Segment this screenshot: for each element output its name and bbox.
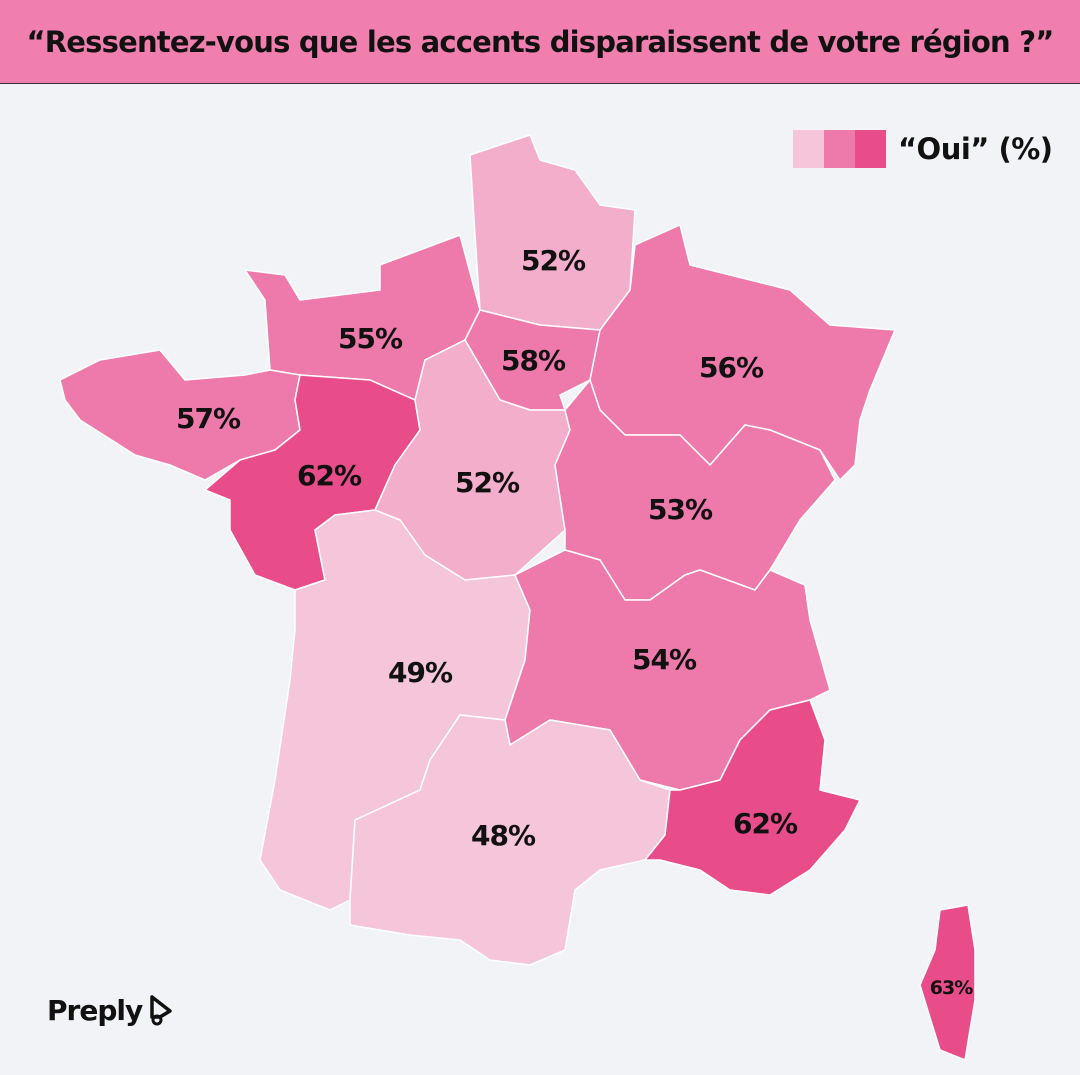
preply-logo: Preply [47,993,176,1027]
region-corse-value: 63% [930,977,973,999]
legend-swatch-mid [824,130,855,168]
region-grand-est-value: 56% [699,351,764,384]
region-hauts-de-france-value: 52% [521,244,586,277]
region-normandie-value: 55% [338,322,403,355]
region-hauts-de-france [469,134,636,331]
region-pays-de-la-loire-value: 62% [297,459,362,492]
legend-label: “Oui” (%) [898,132,1053,166]
legend: “Oui” (%) [793,130,1053,168]
legend-swatch-low [793,130,824,168]
legend-swatch-high [855,130,886,168]
preply-logo-icon [150,995,172,1026]
region-bourgogne-franche-comte-value: 53% [648,493,713,526]
logo-text: Preply [47,993,143,1027]
region-paca [644,699,861,896]
region-occitanie-value: 48% [471,819,536,852]
region-ile-de-france-value: 58% [501,344,566,377]
region-nouvelle-aquitaine-value: 49% [388,656,453,689]
region-paca-value: 62% [733,807,798,840]
page-title: “Ressentez-vous que les accents disparai… [26,24,1055,59]
region-centre-val-de-loire-value: 52% [455,466,520,499]
region-bretagne-value: 57% [176,402,241,435]
region-auvergne-rhone-alpes-value: 54% [632,643,697,676]
region-corse [919,904,976,1061]
header-banner: “Ressentez-vous que les accents disparai… [0,0,1080,84]
